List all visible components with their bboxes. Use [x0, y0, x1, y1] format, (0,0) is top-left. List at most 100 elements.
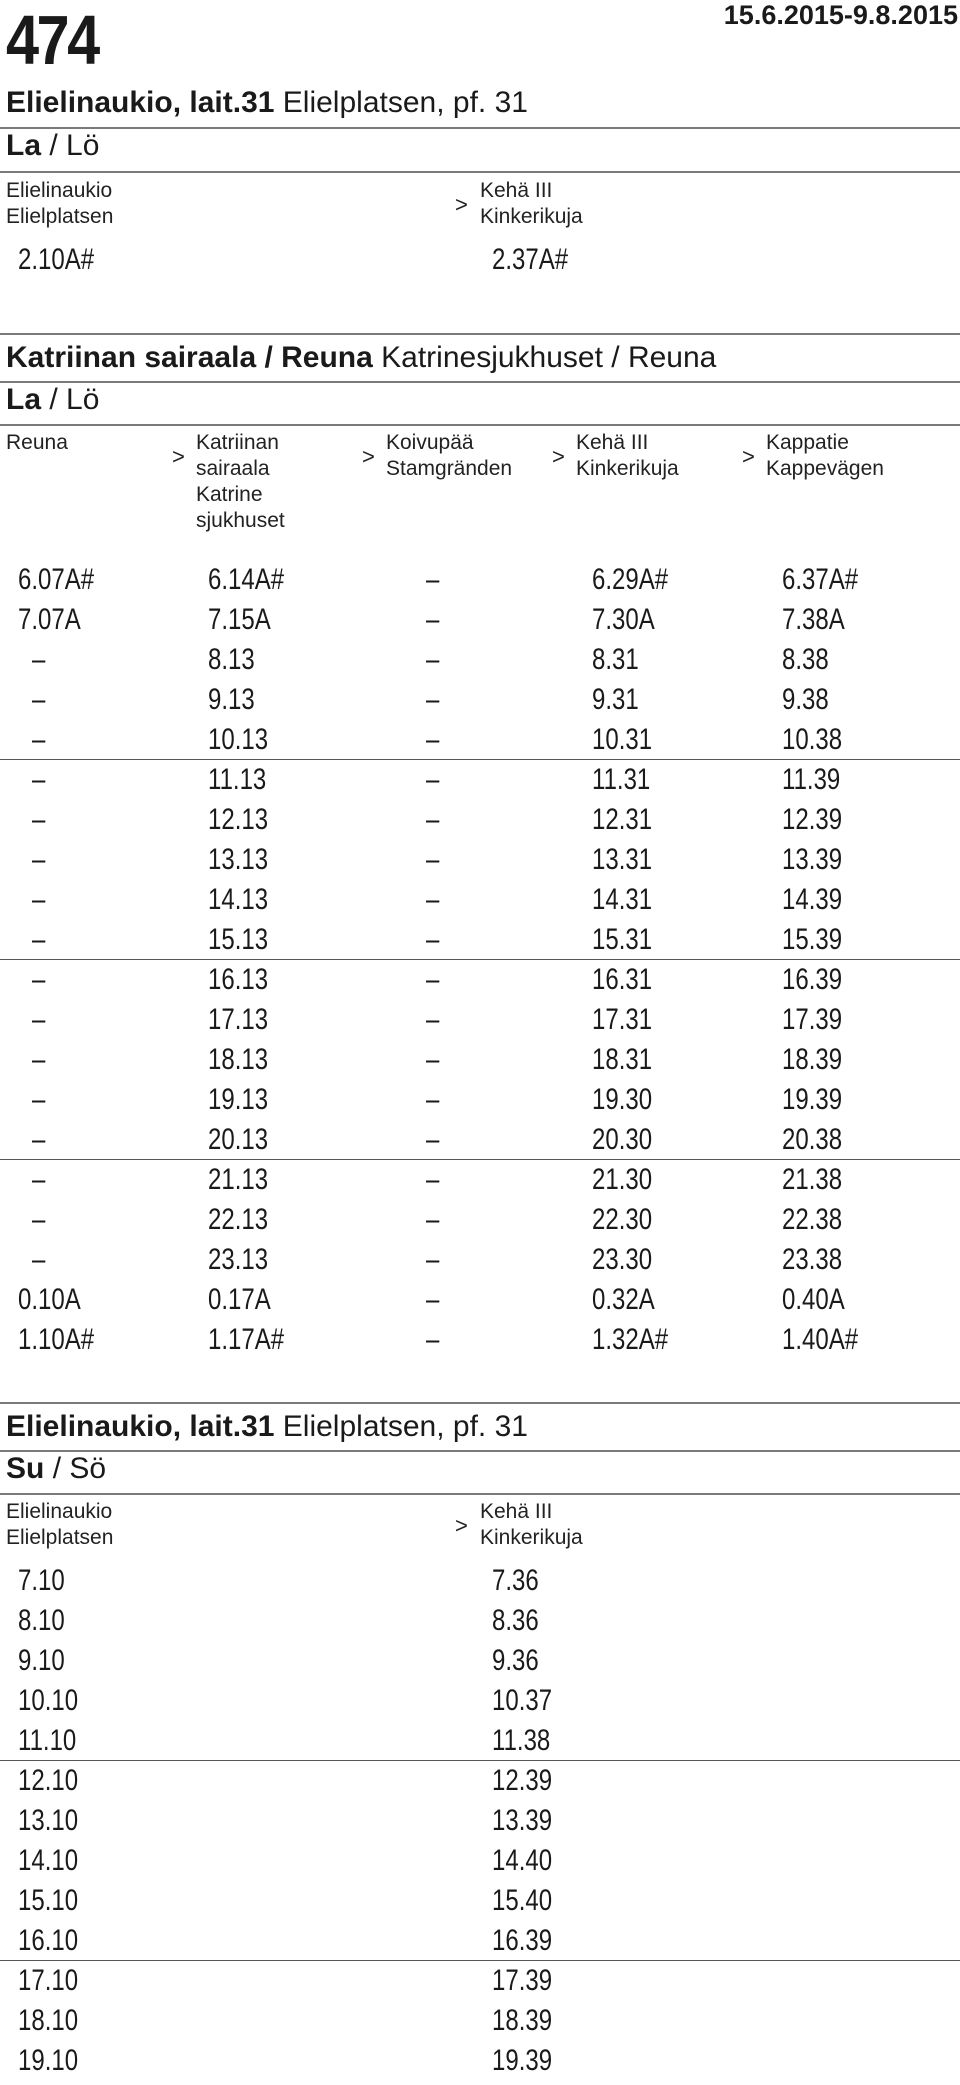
departure-time: 10.10 [18, 1684, 79, 1717]
departure-time: 8.10 [18, 1604, 65, 1637]
stop-header: Kehä III Kinkerikuja [480, 1500, 583, 1549]
departure-time: 14.40 [492, 1844, 553, 1877]
validity-dates: 15.6.2015-9.8.2015 [723, 0, 958, 30]
hour-group-divider [0, 1159, 960, 1160]
departure-time: 6.37A# [782, 563, 859, 596]
departure-time: 8.38 [782, 643, 829, 676]
departure-time: 19.30 [592, 1083, 653, 1116]
departure-time: 23.13 [208, 1243, 269, 1276]
departure-time: 9.36 [492, 1644, 539, 1677]
hour-group-divider [0, 759, 960, 760]
direction-arrow: > [552, 444, 565, 469]
departure-time: – [426, 1323, 440, 1356]
title-divider [0, 381, 960, 383]
departure-time: 9.31 [592, 683, 639, 716]
departure-time: 14.10 [18, 1844, 79, 1877]
departure-time: – [426, 763, 440, 796]
departure-time: 7.07A [18, 603, 81, 636]
departure-time: 19.10 [18, 2044, 79, 2077]
departure-time: 12.31 [592, 803, 653, 836]
departure-time: 19.39 [492, 2044, 553, 2077]
departure-time: 7.10 [18, 1564, 65, 1597]
departure-time: 12.13 [208, 803, 269, 836]
departure-time: 15.39 [782, 923, 843, 956]
departure-time: 20.13 [208, 1123, 269, 1156]
section-divider [0, 333, 960, 335]
service-day-primary: La [6, 383, 42, 416]
page-header: 474 15.6.2015-9.8.2015 [0, 0, 960, 80]
departure-time: 16.39 [782, 963, 843, 996]
departure-time: – [426, 1163, 440, 1196]
departure-time: – [426, 603, 440, 636]
service-day-label: La / Lö [6, 382, 99, 418]
departure-time: 22.13 [208, 1203, 269, 1236]
departure-time: 7.38A [782, 603, 845, 636]
departure-time: – [32, 1123, 46, 1156]
departure-time: 18.10 [18, 2004, 79, 2037]
departure-time: 0.40A [782, 1283, 845, 1316]
departure-time: – [426, 843, 440, 876]
departure-time: 13.13 [208, 843, 269, 876]
departure-time: 13.39 [782, 843, 843, 876]
section-title-secondary: Elielplatsen, pf. 31 [282, 1410, 528, 1443]
departure-time: 22.30 [592, 1203, 653, 1236]
direction-arrow: > [172, 444, 185, 469]
title-divider [0, 127, 960, 129]
service-day-secondary: / Sö [52, 1452, 107, 1485]
stop-header: Elielinaukio Elielplatsen [6, 1500, 114, 1549]
departure-time: 14.31 [592, 883, 653, 916]
departure-time: 16.39 [492, 1924, 553, 1957]
departure-time: 1.17A# [208, 1323, 285, 1356]
departure-time: 14.13 [208, 883, 269, 916]
stop-header: Katriinan sairaala Katrine sjukhuset [196, 431, 285, 532]
section-title-secondary: Katrinesjukhuset / Reuna [381, 341, 717, 374]
departure-time: – [32, 843, 46, 876]
departure-time: – [32, 1043, 46, 1076]
departure-time: – [426, 563, 440, 596]
departure-time: – [32, 1003, 46, 1036]
departure-time: 13.31 [592, 843, 653, 876]
departure-time: 8.13 [208, 643, 255, 676]
timetable-section: Elielinaukio, lait.31 Elielplatsen, pf. … [0, 1402, 960, 2085]
departure-time: – [426, 803, 440, 836]
departure-time: 21.13 [208, 1163, 269, 1196]
departure-time: 12.39 [782, 803, 843, 836]
route-number: 474 [6, 1, 100, 79]
section-title: Elielinaukio, lait.31 Elielplatsen, pf. … [6, 85, 528, 121]
stop-header: Koivupää Stamgränden [386, 431, 513, 480]
departure-time: 17.13 [208, 1003, 269, 1036]
departure-time: – [32, 923, 46, 956]
departure-time: – [426, 683, 440, 716]
departure-time: 15.40 [492, 1884, 553, 1917]
departure-time: – [32, 1243, 46, 1276]
departure-time: 15.31 [592, 923, 653, 956]
departure-time: 16.31 [592, 963, 653, 996]
title-divider [0, 1450, 960, 1452]
departure-time: 2.10A# [18, 243, 95, 276]
departure-time: 11.13 [208, 763, 267, 796]
departure-time: 11.31 [592, 763, 651, 796]
departure-time: 9.38 [782, 683, 829, 716]
departure-time: 17.10 [18, 1964, 79, 1997]
departure-time: – [426, 1083, 440, 1116]
departure-time: 0.32A [592, 1283, 655, 1316]
section-title: Elielinaukio, lait.31 Elielplatsen, pf. … [6, 1409, 528, 1445]
departure-time: 10.37 [492, 1684, 553, 1717]
departure-time: – [32, 723, 46, 756]
departure-time: 11.38 [492, 1724, 551, 1757]
departure-time: – [32, 763, 46, 796]
departure-time: 10.13 [208, 723, 269, 756]
stop-header: Kappatie Kappevägen [766, 431, 884, 480]
departure-time: 7.30A [592, 603, 655, 636]
departure-time: 16.10 [18, 1924, 79, 1957]
departure-time: 6.14A# [208, 563, 285, 596]
departure-time: – [32, 883, 46, 916]
departure-time: 13.10 [18, 1804, 79, 1837]
departure-time: 22.38 [782, 1203, 843, 1236]
departure-time: 21.38 [782, 1163, 843, 1196]
header-divider [0, 424, 960, 426]
departure-time: – [32, 683, 46, 716]
departure-time: 7.15A [208, 603, 271, 636]
departure-time: 1.40A# [782, 1323, 859, 1356]
departure-time: 16.13 [208, 963, 269, 996]
